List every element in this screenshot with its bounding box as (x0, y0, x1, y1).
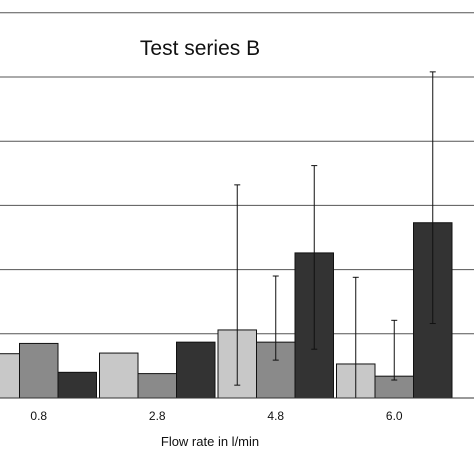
bar-0.8-s2 (19, 342, 59, 399)
bars (0, 222, 453, 399)
x-tick-label-6.0: 6.0 (386, 409, 403, 423)
x-axis-label: Flow rate in l/min (161, 434, 259, 449)
x-tick-labels: 0.8 2.8 4.8 6.0 (30, 409, 403, 423)
x-tick-label-2.8: 2.8 (149, 409, 166, 423)
bar-0.8-s3 (57, 371, 97, 399)
x-tick-label-0.8: 0.8 (30, 409, 47, 423)
x-tick-label-4.8: 4.8 (267, 409, 284, 423)
bar-2.8-s2 (137, 373, 177, 399)
bar-2.8-s3 (176, 341, 216, 399)
chart-title: Test series B (140, 37, 260, 60)
bar-0.8-s1 (0, 353, 20, 399)
bar-2.8-s1 (99, 352, 139, 399)
error-bars (234, 71, 436, 399)
